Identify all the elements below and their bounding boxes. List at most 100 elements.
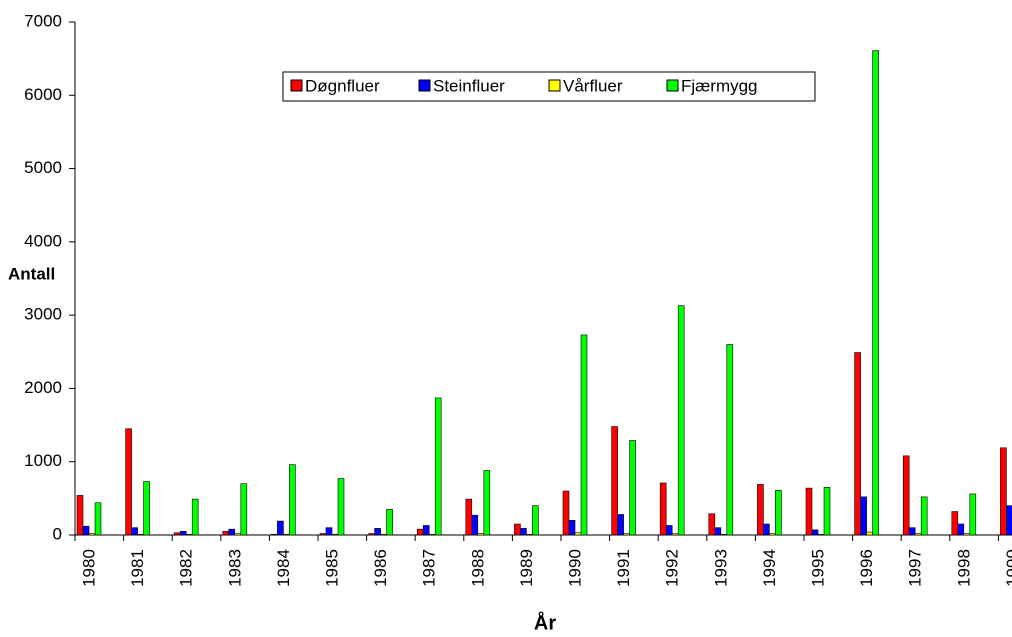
bar	[514, 523, 521, 536]
bar	[240, 483, 248, 536]
bar	[380, 533, 387, 536]
bar	[629, 440, 636, 536]
bar	[908, 527, 916, 536]
bar	[580, 334, 588, 536]
bar	[763, 523, 770, 536]
bar	[914, 533, 922, 536]
x-tick-label: 1984	[274, 549, 293, 587]
bar	[920, 496, 928, 536]
y-tick-label: 5000	[24, 158, 62, 177]
bar	[386, 509, 393, 536]
bar	[289, 464, 296, 536]
bar	[477, 533, 485, 536]
x-tick-label: 1996	[857, 549, 876, 587]
bar	[872, 50, 879, 536]
legend-label: Fjærmygg	[681, 76, 758, 95]
bar	[659, 482, 667, 536]
bar	[179, 531, 187, 536]
y-tick-label: 7000	[24, 11, 62, 30]
bar	[283, 533, 290, 536]
bar	[957, 523, 965, 536]
x-tick-label: 1995	[808, 549, 827, 587]
bar	[805, 487, 813, 536]
bar	[677, 305, 685, 536]
y-tick-label: 3000	[24, 305, 62, 324]
legend-swatch	[290, 79, 303, 92]
bar	[374, 528, 381, 536]
x-tick-label: 1988	[468, 549, 487, 587]
bar	[416, 528, 424, 536]
bar	[963, 533, 971, 536]
bar	[94, 502, 102, 536]
bar	[720, 533, 728, 536]
bar	[671, 533, 679, 536]
bar	[532, 505, 539, 536]
bar	[811, 529, 819, 536]
x-tick-label: 1982	[177, 549, 196, 587]
bar	[817, 533, 825, 536]
x-tick-label: 1999	[1003, 549, 1012, 587]
bar	[526, 533, 533, 536]
bar	[757, 484, 764, 536]
legend-swatch	[548, 79, 561, 92]
bar	[325, 527, 333, 536]
bar	[860, 496, 867, 536]
y-tick-label: 0	[53, 524, 62, 543]
bar	[131, 527, 138, 536]
bar	[228, 528, 236, 536]
bar	[617, 514, 624, 536]
x-tick-label: 1993	[711, 549, 730, 587]
bar	[775, 489, 782, 536]
x-tick-label: 1981	[128, 549, 147, 587]
bar	[234, 533, 242, 536]
bar	[337, 478, 345, 536]
x-tick-label: 1989	[517, 549, 536, 587]
bar	[422, 525, 430, 536]
bar	[665, 525, 673, 536]
bar	[611, 426, 618, 536]
bar	[568, 520, 576, 536]
bar	[465, 498, 473, 536]
legend-label: Vårfluer	[563, 76, 623, 95]
bar	[173, 532, 181, 536]
bar	[88, 533, 96, 536]
x-tick-label: 1998	[954, 549, 973, 587]
legend-label: Døgnfluer	[305, 76, 380, 95]
legend-label: Steinfluer	[433, 76, 505, 95]
bar	[823, 487, 831, 536]
bar	[137, 533, 144, 536]
x-tick-label: 1983	[225, 549, 244, 587]
x-tick-label: 1992	[663, 549, 682, 587]
bar	[520, 528, 527, 536]
x-tick-label: 1990	[565, 549, 584, 587]
bar	[428, 533, 436, 536]
bar	[1000, 447, 1007, 536]
y-tick-label: 4000	[24, 231, 62, 250]
bar	[969, 493, 977, 536]
y-tick-label: 6000	[24, 85, 62, 104]
bar	[331, 533, 339, 536]
x-tick-label: 1994	[760, 549, 779, 587]
x-tick-label: 1986	[371, 549, 390, 587]
bar	[562, 490, 570, 536]
bar	[866, 531, 873, 536]
bar	[319, 533, 327, 536]
bar	[471, 514, 479, 536]
bar	[76, 495, 84, 536]
x-tick-label: 1997	[906, 549, 925, 587]
y-axis-label: Antall	[8, 264, 55, 283]
bar	[185, 533, 193, 536]
x-tick-label: 1987	[420, 549, 439, 587]
legend-swatch	[418, 79, 431, 92]
x-tick-label: 1980	[79, 549, 98, 587]
bar	[222, 531, 230, 536]
bar	[483, 470, 491, 536]
bar	[769, 533, 776, 536]
x-axis-label: År	[534, 610, 556, 634]
bar	[368, 533, 375, 536]
x-tick-label: 1991	[614, 549, 633, 587]
bar	[902, 455, 910, 536]
bar	[951, 511, 959, 536]
bar	[623, 533, 630, 536]
